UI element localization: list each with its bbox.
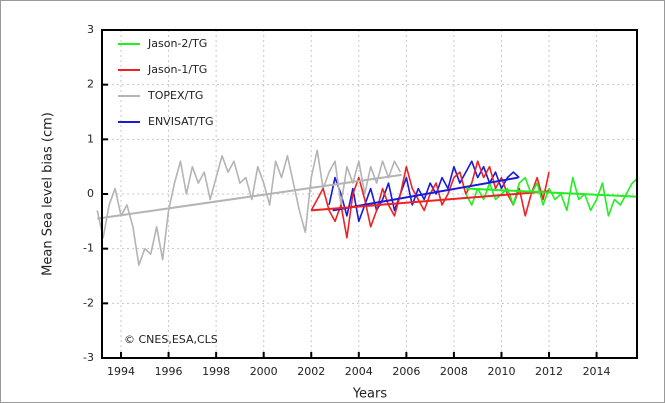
x-tick-label: 1994 (107, 365, 135, 378)
y-tick-label: 1 (87, 132, 94, 145)
x-tick-label: 2006 (392, 365, 420, 378)
trend-line (311, 190, 550, 212)
trend-line (465, 187, 638, 198)
series-line (96, 149, 402, 266)
legend-label: Jason-1/TG (147, 63, 207, 76)
series-line (328, 160, 520, 223)
legend-label: TOPEX/TG (147, 89, 203, 102)
plot-frame (101, 29, 638, 359)
x-tick-label: 2004 (345, 365, 373, 378)
x-tick-label: 2000 (250, 365, 278, 378)
x-tick-label: 2014 (583, 365, 611, 378)
x-tick-label: 2008 (440, 365, 468, 378)
x-axis-title: Years (352, 387, 388, 402)
y-tick-label: -2 (83, 296, 94, 309)
y-axis-title: Mean Sea level bias (cm) (41, 112, 56, 276)
annotation: © CNES,ESA,CLS (124, 333, 218, 346)
x-tick-label: 1996 (155, 365, 183, 378)
x-tick-label: 1998 (202, 365, 230, 378)
y-tick-label: -1 (83, 242, 94, 255)
y-tick-label: 0 (87, 187, 94, 200)
y-tick-label: 3 (87, 23, 94, 36)
series-line (465, 176, 639, 217)
trend-line (332, 176, 519, 212)
trend-line (97, 173, 402, 220)
x-tick-label: 2012 (535, 365, 563, 378)
y-tick-label: -3 (83, 351, 94, 364)
y-tick-label: 2 (87, 78, 94, 91)
x-tick-label: 2002 (297, 365, 325, 378)
x-tick-label: 2010 (487, 365, 515, 378)
legend-label: ENVISAT/TG (148, 115, 213, 128)
legend-label: Jason-2/TG (147, 37, 207, 50)
